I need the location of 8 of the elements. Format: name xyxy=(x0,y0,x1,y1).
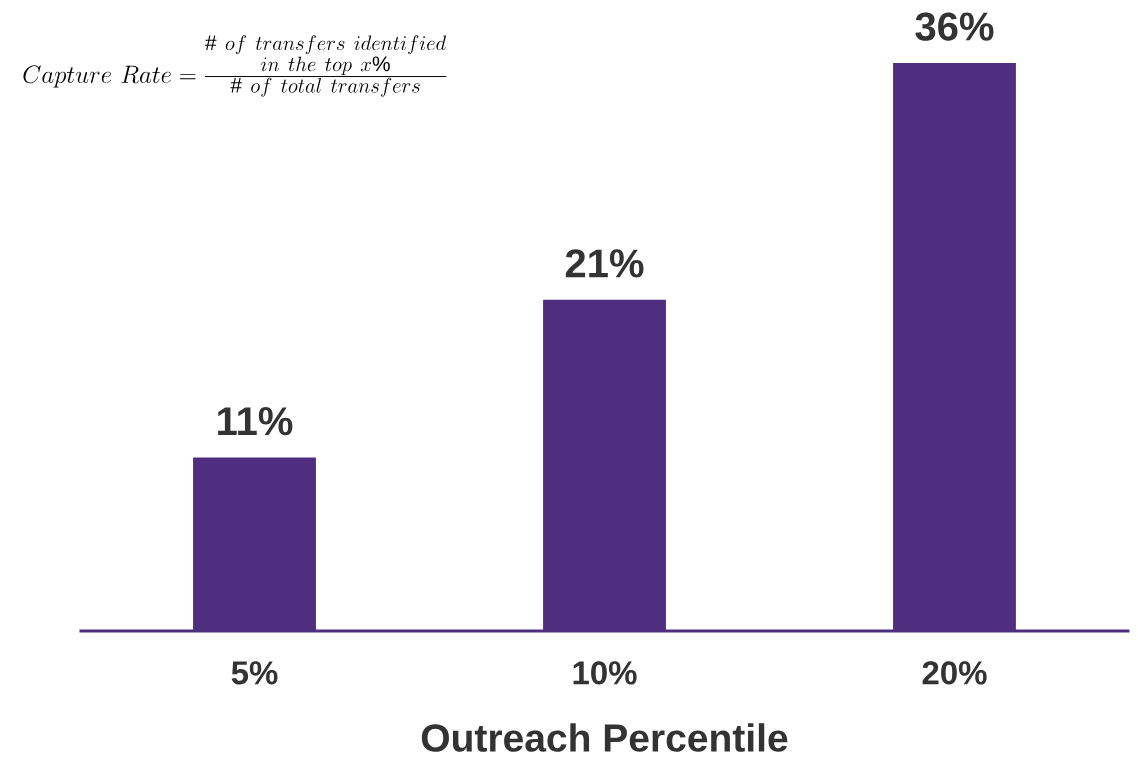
x-axis-title: Outreach Percentile xyxy=(421,723,788,752)
annotation: $Capture\ Rate=\frac{\substack{\#\ of\ transfers\ identified\\ in\ the\ top\ x\%}}{\#\ of\ total\ transfers}$ xyxy=(23,35,447,97)
x-tick-label: 5% xyxy=(231,661,278,685)
data-label: 36% xyxy=(915,12,994,41)
x-tick-label: 20% xyxy=(922,661,987,685)
data-label: 11% xyxy=(218,407,293,436)
x-tick-label: 10% xyxy=(573,661,637,685)
data-label: 21% xyxy=(565,249,644,278)
